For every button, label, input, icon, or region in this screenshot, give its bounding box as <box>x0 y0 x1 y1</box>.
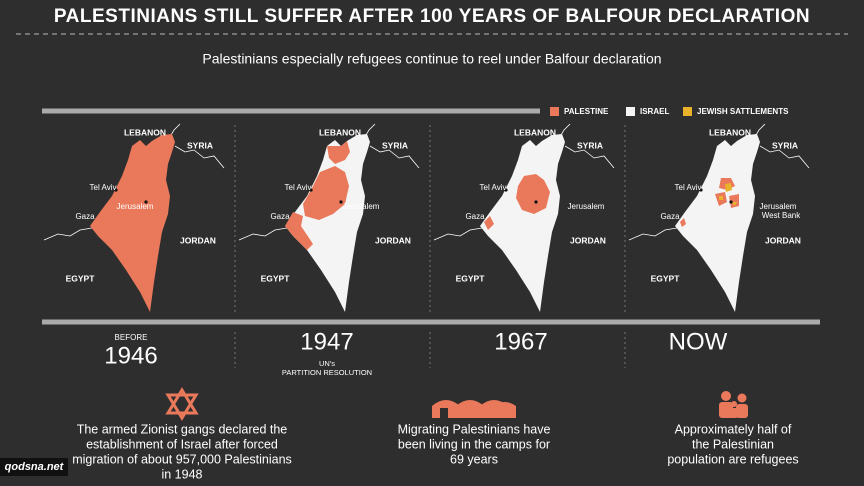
family-icon <box>719 391 748 418</box>
map-area <box>516 174 550 214</box>
map-area <box>484 216 494 230</box>
fact-line: Approximately half of <box>675 422 792 436</box>
map-region <box>675 134 760 312</box>
border-line <box>43 227 93 241</box>
place-label: Jerusalem <box>568 202 605 211</box>
legend-swatch <box>550 107 559 116</box>
timeline-year: NOW <box>669 328 728 355</box>
place-label: Tel Aviv <box>285 183 312 192</box>
timeline-note: UN's <box>319 359 335 368</box>
border-line <box>238 227 288 241</box>
place-label: Gaza <box>660 212 680 221</box>
fact-line: establishment of Israel after forced <box>86 437 278 451</box>
timeline-note: BEFORE <box>115 333 148 342</box>
city-dot <box>339 200 343 204</box>
city-dot <box>699 188 703 192</box>
watermark: qodsna.net <box>5 461 65 473</box>
place-label: Jerusalem <box>343 202 380 211</box>
place-label: West Bank <box>762 211 802 220</box>
city-dot <box>309 188 313 192</box>
watermark-box <box>0 458 68 476</box>
fact-line: the Palestinian <box>692 437 774 451</box>
map-area <box>725 183 732 192</box>
place-label: LEBANON <box>319 127 361 137</box>
fact-line: population are refugees <box>667 452 798 466</box>
timeline-year: 1946 <box>104 342 157 369</box>
border-line <box>628 227 678 241</box>
place-label: LEBANON <box>124 127 166 137</box>
place-label: Tel Aviv <box>675 183 702 192</box>
place-label: EGYPT <box>261 273 291 283</box>
fact: The armed Zionist gangs declared the est… <box>72 422 798 481</box>
map-area <box>731 202 737 206</box>
legend-label: JEWISH SATTLEMENTS <box>697 107 789 116</box>
map-panel: LEBANON SYRIA Tel Aviv Gaza Jerusalem JORDAN E… <box>433 123 615 312</box>
map-panel: LEBANON SYRIA Tel Aviv Gaza Jerusalem JORDAN E… <box>43 123 225 312</box>
place-label: JORDAN <box>180 235 216 245</box>
place-label: Tel Aviv <box>90 183 117 192</box>
fact-line: in 1948 <box>161 467 202 481</box>
place-label: EGYPT <box>456 273 486 283</box>
legend-swatch <box>626 107 635 116</box>
legend-swatch <box>683 107 692 116</box>
map-area <box>719 196 723 200</box>
map-area <box>680 218 686 227</box>
place-label: Jerusalem <box>760 202 797 211</box>
fact-line: Migrating Palestinians have <box>398 422 551 436</box>
map-area <box>303 166 349 220</box>
place-label: SYRIA <box>382 140 408 150</box>
timeline-year: 1947 <box>300 328 353 355</box>
border-line <box>433 227 483 241</box>
border-line <box>564 145 615 169</box>
place-label: SYRIA <box>187 140 213 150</box>
place-label: Tel Aviv <box>480 183 507 192</box>
city-dot <box>114 188 118 192</box>
city-dot <box>534 200 538 204</box>
maps: LEBANON SYRIA Tel Aviv Gaza Jerusalem JORDAN E… <box>43 123 810 312</box>
legend-label: PALESTINE <box>564 107 609 116</box>
map-region <box>285 134 370 312</box>
star-icon <box>165 387 199 421</box>
place-label: Gaza <box>270 212 290 221</box>
fact-line: been living in the camps for <box>398 437 550 451</box>
tents-icon <box>432 400 516 418</box>
map-region <box>480 134 565 312</box>
panel-dividers <box>234 125 626 312</box>
place-label: JORDAN <box>570 235 606 245</box>
border-line <box>174 145 225 169</box>
timeline-note: PARTITION RESOLUTION <box>282 368 372 377</box>
border-line <box>369 145 420 169</box>
place-label: JORDAN <box>765 235 801 245</box>
fact-line: migration of about 957,000 Palestinians <box>72 452 292 466</box>
city-dot <box>144 200 148 204</box>
fact-line: The armed Zionist gangs declared the <box>77 422 288 436</box>
place-label: EGYPT <box>66 273 96 283</box>
map-panel: LEBANON SYRIA Tel Aviv Gaza Jerusalem JORDAN E… <box>238 123 420 312</box>
place-label: Gaza <box>75 212 95 221</box>
timeline-year: 1967 <box>494 328 547 355</box>
place-label: EGYPT <box>651 273 681 283</box>
city-dot <box>504 188 508 192</box>
map-region <box>90 134 175 312</box>
title: PALESTINIANS STILL SUFFER AFTER 100 YEAR… <box>54 6 810 27</box>
map-area <box>327 141 350 164</box>
place-label: SYRIA <box>577 140 603 150</box>
place-label: LEBANON <box>514 127 556 137</box>
place-label: JORDAN <box>375 235 411 245</box>
fact-line: 69 years <box>450 452 498 466</box>
place-label: LEBANON <box>709 127 751 137</box>
place-label: SYRIA <box>772 140 798 150</box>
place-label: Gaza <box>465 212 485 221</box>
border-line <box>759 145 810 169</box>
map-area <box>729 194 739 208</box>
timeline-dividers <box>234 332 626 368</box>
place-label: Jerusalem <box>117 202 154 211</box>
city-dot <box>729 200 733 204</box>
map-area <box>285 212 313 250</box>
legend-label: ISRAEL <box>640 107 669 116</box>
subtitle: Palestinians especially refugees continu… <box>202 51 661 67</box>
